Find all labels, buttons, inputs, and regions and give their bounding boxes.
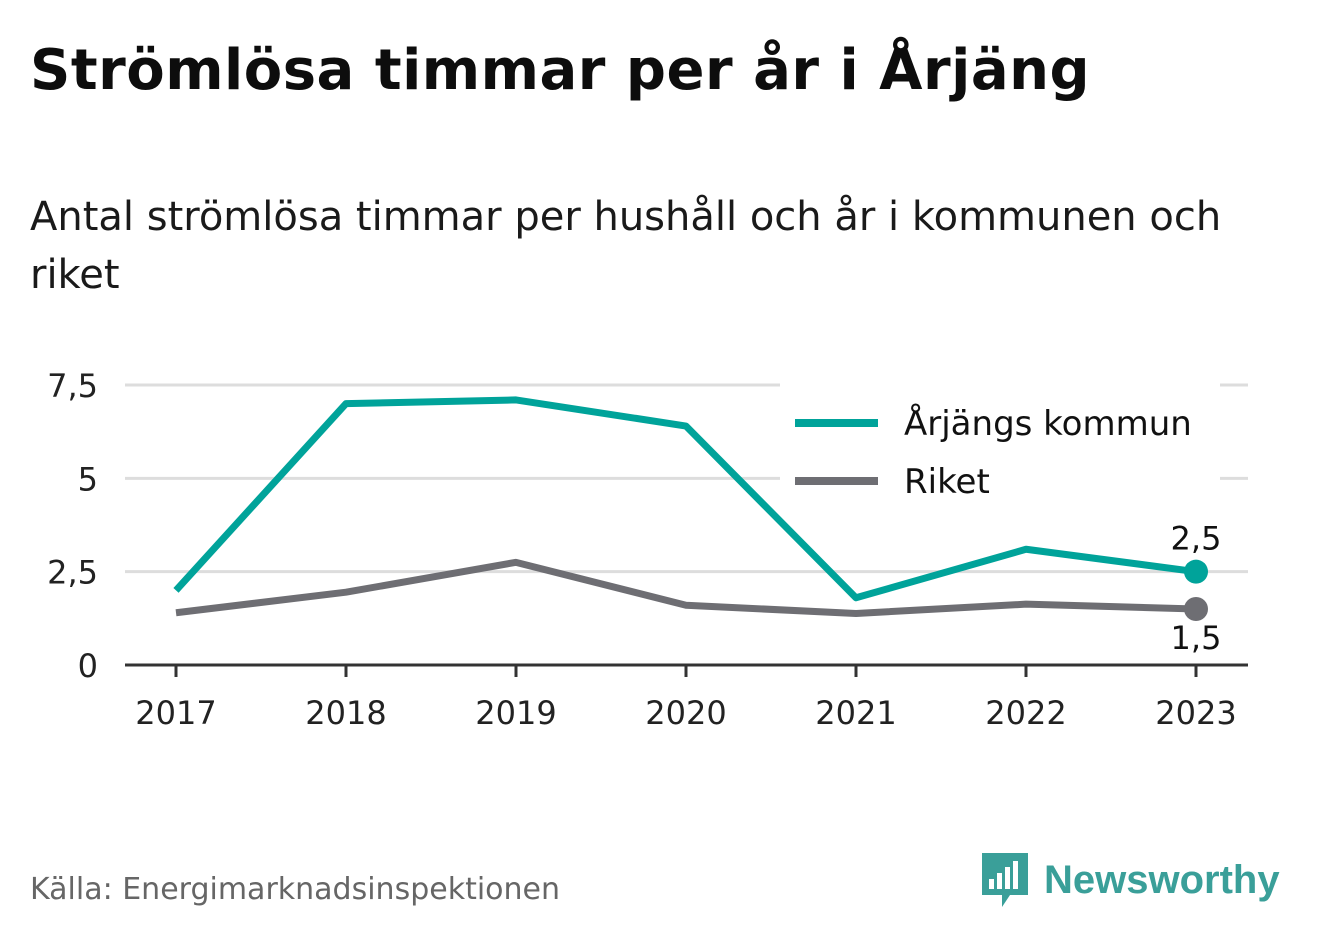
y-tick-label: 2,5 — [47, 554, 98, 592]
brand-logo: Newsworthy — [980, 850, 1280, 910]
x-tick-label: 2018 — [305, 694, 386, 732]
x-tick-label: 2017 — [135, 694, 216, 732]
source-note: Källa: Energimarknadsinspektionen — [30, 872, 561, 907]
end-point-marker — [1184, 597, 1208, 621]
line-chart: 0 2,5 5 7,5 2017 2018 2019 2020 2021 2022 2023 2,5 1… — [47, 367, 1248, 732]
newsworthy-logo-icon — [982, 853, 1028, 907]
end-point-marker — [1184, 559, 1208, 584]
series-line-riket — [175, 558, 1197, 617]
legend-background — [780, 380, 1220, 510]
y-tick-label: 5 — [78, 460, 98, 498]
x-tick-label: 2021 — [815, 694, 896, 732]
legend-label: Årjängs kommun — [904, 403, 1192, 444]
brand-name: Newsworthy — [1044, 857, 1280, 902]
end-value-label: 2,5 — [1171, 520, 1222, 558]
x-tick-label: 2020 — [645, 694, 726, 732]
y-tick-label: 0 — [78, 647, 98, 685]
y-tick-label: 7,5 — [47, 367, 98, 405]
x-tick-label: 2023 — [1155, 694, 1236, 732]
x-tick-label: 2022 — [985, 694, 1066, 732]
x-tick-label: 2019 — [475, 694, 556, 732]
chart-title: Strömlösa timmar per år i Årjäng — [30, 38, 1091, 103]
end-value-label: 1,5 — [1171, 619, 1222, 657]
legend-label: Riket — [904, 462, 990, 502]
chart-subtitle: Antal strömlösa timmar per hushåll och å… — [30, 194, 1222, 298]
